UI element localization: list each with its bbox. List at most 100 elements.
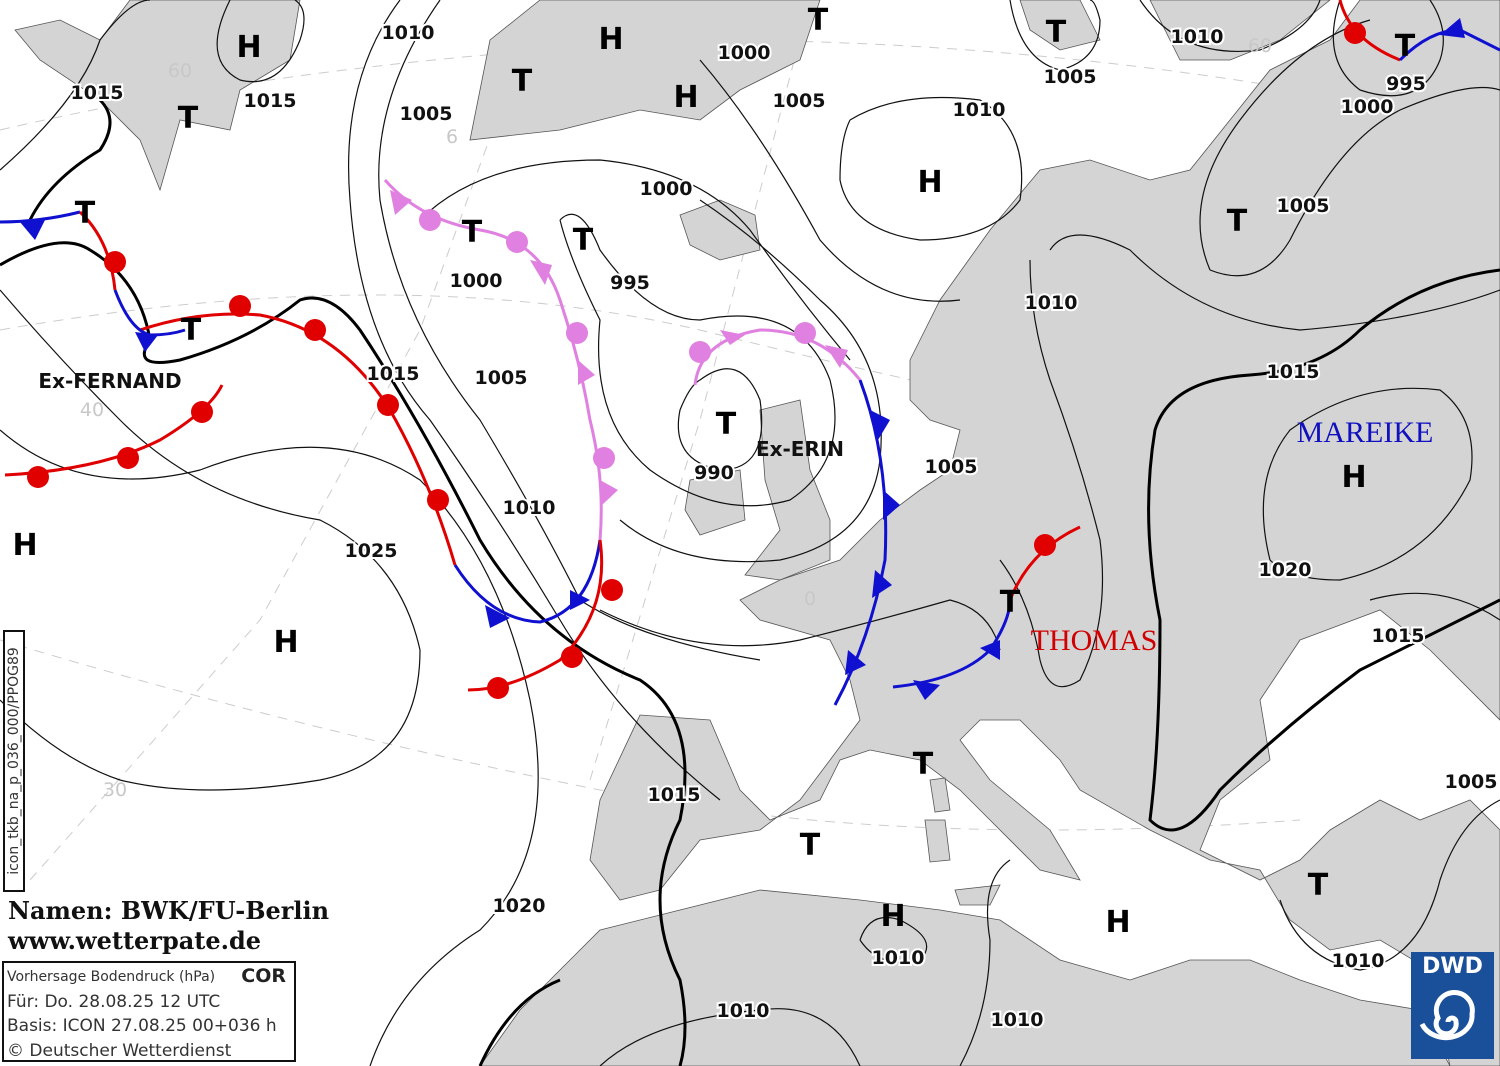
isobar-label: 1025: [345, 540, 398, 562]
cold-front-fernand: [0, 210, 81, 224]
occlusion-front: [383, 179, 603, 541]
info-box: Vorhersage Bodendruck (hPa) COR Für: Do.…: [2, 961, 296, 1062]
isobar-label: 1015: [648, 784, 701, 806]
isobar-label: 1010: [991, 1009, 1044, 1031]
high-pressure-center: H: [12, 528, 37, 563]
system-names: Ex-FERNAND Ex-ERIN MAREIKE THOMAS: [38, 369, 1433, 657]
low-pressure-center: T: [808, 3, 829, 38]
isobar-label: 1000: [450, 270, 503, 292]
isobar-label: 1000: [718, 42, 771, 64]
land-britain: [744, 399, 831, 581]
isobar-label: 1005: [1445, 771, 1498, 793]
land-corsica-sardinia: [924, 777, 951, 863]
land-svalbard: [1019, 0, 1101, 51]
isobar-label: 1005: [1277, 195, 1330, 217]
isobar-label: 1000: [1341, 96, 1394, 118]
isobar-label: 1005: [1044, 66, 1097, 88]
lat-label: 30: [103, 779, 127, 801]
isobar-label: 1010: [382, 22, 435, 44]
isobar-label: 1005: [400, 103, 453, 125]
valid-time: Für: Do. 28.08.25 12 UTC: [7, 991, 221, 1012]
system-name-mareike: MAREIKE: [1297, 416, 1434, 449]
names-credit: Namen: BWK/FU-Berlin: [8, 896, 330, 925]
basis-run: Basis: ICON 27.08.25 00+036 h: [7, 1016, 277, 1036]
lat-label: 0: [804, 588, 816, 610]
website-credit: www.wetterpate.de: [8, 926, 262, 955]
low-pressure-center: T: [1046, 15, 1067, 50]
isobar-label: 1010: [872, 947, 925, 969]
isobar-label: 1015: [1372, 625, 1425, 647]
info-title: Vorhersage Bodendruck (hPa): [7, 969, 216, 985]
isobar-label: 1010: [503, 497, 556, 519]
warm-front-fernand-2: [78, 210, 117, 291]
isobar-label: 1005: [475, 367, 528, 389]
occlusion-symbols: [390, 190, 848, 505]
land-africa: [479, 889, 1451, 1066]
warm-front-symbols: [27, 22, 1366, 699]
low-pressure-center: T: [1000, 585, 1021, 620]
isobar-label: 1010: [1171, 26, 1224, 48]
cold-front-atlantic: [453, 539, 602, 624]
high-pressure-center: H: [1105, 905, 1130, 940]
isobar-label: 1015: [71, 82, 124, 104]
isobar-label: 1015: [367, 363, 420, 385]
high-pressure-center: H: [880, 899, 905, 934]
land-sicily: [954, 884, 1001, 906]
lat-label: 6: [446, 126, 458, 148]
low-pressure-center: T: [800, 828, 821, 863]
low-pressure-center: T: [181, 313, 202, 348]
system-name-ex-fernand: Ex-FERNAND: [38, 369, 181, 393]
dwd-logo: DWD: [1411, 952, 1494, 1059]
land-iceland: [679, 199, 761, 261]
low-pressure-center: T: [75, 196, 96, 231]
lat-label: 60: [1248, 35, 1272, 57]
isobar-label: 995: [610, 272, 650, 294]
warm-front-thomas: [1008, 525, 1081, 601]
pressure-centers: H H H H H H H H H T T T T T T T T T T T T T T T: [12, 3, 1415, 940]
low-pressure-center: T: [178, 101, 199, 136]
isobar-label: 1000: [640, 178, 693, 200]
isobar-label: 1005: [773, 90, 826, 112]
lat-label: 60: [168, 60, 192, 82]
lat-labels: 60 6 40 30 0 60: [80, 35, 1272, 801]
high-pressure-center: H: [917, 165, 942, 200]
isobar-label: 1020: [493, 895, 546, 917]
swirl-icon: [1419, 990, 1475, 1041]
low-pressure-center: T: [1395, 29, 1416, 64]
low-pressure-center: T: [462, 215, 483, 250]
cor-badge: COR: [241, 965, 286, 987]
lat-label: 40: [80, 399, 104, 421]
high-pressure-center: H: [673, 80, 698, 115]
isobar-label: 1015: [244, 90, 297, 112]
fronts: [0, 0, 1500, 706]
low-pressure-center: T: [913, 747, 934, 782]
low-pressure-center: T: [716, 407, 737, 442]
land-greenland: [469, 0, 821, 141]
isobar-label: 1010: [717, 1000, 770, 1022]
land-scandinavia-russia: [589, 0, 1500, 1066]
isobar-label: 1010: [1332, 950, 1385, 972]
low-pressure-center: T: [1308, 868, 1329, 903]
run-id-text: icon_tkb_na_p_036_000/PPOG89: [6, 647, 22, 875]
warm-front-fernand: [4, 384, 224, 477]
cold-front-thomas: [892, 599, 1012, 689]
system-name-ex-erin: Ex-ERIN: [756, 437, 844, 461]
system-name-thomas: THOMAS: [1031, 624, 1158, 657]
isobar-label: 995: [1386, 73, 1426, 95]
isobar-label: 1005: [925, 456, 978, 478]
low-pressure-center: T: [512, 64, 533, 99]
isobar-label: 1010: [953, 99, 1006, 121]
high-pressure-center: H: [273, 625, 298, 660]
high-pressure-center: H: [236, 30, 261, 65]
cold-front-symbols: [20, 18, 1465, 700]
isobar-label: 990: [694, 462, 734, 484]
low-pressure-center: T: [573, 223, 594, 258]
isobar-label: 1015: [1267, 361, 1320, 383]
high-pressure-center: H: [598, 22, 623, 57]
copyright: © Deutscher Wetterdienst: [7, 1040, 232, 1061]
low-pressure-center: T: [1227, 204, 1248, 239]
